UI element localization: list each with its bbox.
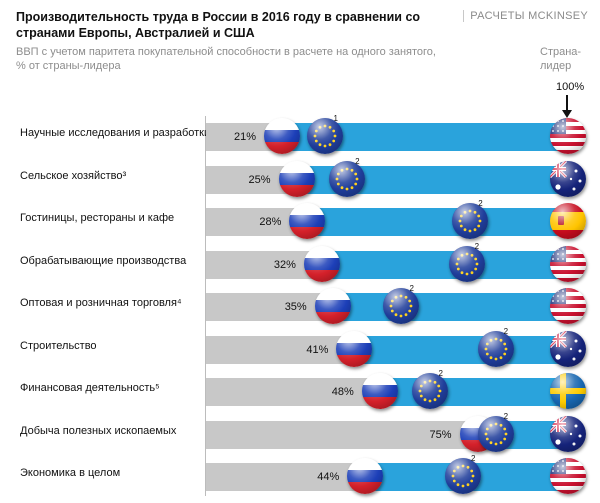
spain-flag-icon [550, 203, 586, 239]
category-label: Обрабатывающие производства [20, 254, 187, 267]
russia-value-label: 21% [234, 131, 257, 143]
eu-footnote-label: 2 [478, 199, 483, 208]
russia-flag-icon [303, 245, 340, 282]
eu-flag-icon [477, 330, 514, 367]
russia-value-label: 48% [331, 386, 354, 398]
australia-flag-icon [550, 330, 586, 367]
eu-flag-icon [452, 203, 489, 239]
source-label: РАСЧЕТЫ MCKINSEY [463, 10, 588, 22]
chart-subtitle: ВВП с учетом паритета покупательной спос… [16, 46, 436, 72]
axis-baseline [205, 116, 206, 496]
russia-bar [206, 378, 380, 406]
category-label: Экономика в целом [20, 467, 121, 479]
leader-value-label: 100% [556, 81, 585, 93]
chart-row: Сельское хозяйство³ 25% 2 [0, 157, 600, 201]
eu-footnote-label: 2 [474, 241, 480, 251]
russia-value-label: 28% [259, 216, 282, 228]
sweden-flag-icon [550, 373, 586, 409]
gap-bar [307, 208, 568, 236]
russia-value-label: 32% [273, 258, 296, 271]
eu-flag-icon [412, 373, 449, 409]
russia-flag-icon [264, 118, 301, 154]
russia-bar [206, 250, 322, 279]
chart-title: Производительность труда в России в 2016… [16, 10, 421, 40]
australia-flag-icon [550, 415, 586, 452]
russia-bar [206, 463, 366, 491]
eu-flag-icon [383, 288, 420, 324]
eu-footnote-label: 2 [438, 369, 443, 378]
usa-flag-icon [550, 118, 586, 154]
russia-bar [206, 293, 333, 321]
eu-footnote-label: 2 [355, 156, 360, 166]
chart-row: Добыча полезных ископаемых 75% 2 [0, 412, 600, 456]
russia-flag-icon [336, 330, 373, 367]
eu-flag-icon [445, 458, 482, 494]
russia-value-label: 41% [306, 343, 329, 356]
eu-flag-icon [448, 245, 485, 282]
leader-column-label: Страна-лидер [540, 46, 582, 72]
category-label: Строительство [20, 339, 97, 352]
category-label: Гостиницы, рестораны и кафе [20, 212, 175, 224]
russia-flag-icon [361, 373, 398, 409]
gap-bar [321, 250, 568, 279]
gap-bar [379, 378, 568, 406]
gap-bar [332, 293, 568, 321]
russia-bar [206, 420, 478, 449]
chart-row: Экономика в целом 44% 2 [0, 454, 600, 498]
russia-flag-icon [289, 203, 326, 239]
russia-flag-icon [278, 160, 315, 197]
chart-row: Строительство 41% 2 [0, 327, 600, 371]
down-arrow-head-icon [562, 110, 572, 118]
chart-row: Обрабатывающие производства 32% 2 [0, 242, 600, 286]
russia-value-label: 44% [317, 471, 340, 483]
eu-footnote-label: 2 [503, 326, 509, 336]
gap-bar [354, 335, 568, 364]
category-label: Научные исследования и разработки [20, 127, 211, 139]
russia-value-label: 75% [429, 428, 452, 441]
usa-flag-icon [550, 288, 586, 324]
eu-footnote-label: 2 [409, 284, 414, 293]
eu-flag-icon [307, 118, 344, 154]
russia-value-label: 25% [248, 173, 271, 186]
category-label: Добыча полезных ископаемых [20, 424, 177, 437]
russia-flag-icon [347, 458, 384, 494]
chart-row: Гостиницы, рестораны и кафе 28% 2 [0, 199, 600, 243]
eu-footnote-label: 2 [503, 411, 509, 421]
eu-footnote-label: 1 [333, 114, 338, 123]
down-arrow-icon [566, 95, 568, 113]
chart-row: Финансовая деятельность⁵ 48% 2 [0, 369, 600, 413]
category-label: Сельское хозяйство³ [20, 169, 127, 182]
russia-value-label: 35% [284, 301, 307, 313]
eu-footnote-label: 2 [471, 454, 476, 463]
eu-flag-icon [329, 160, 366, 197]
russia-flag-icon [314, 288, 351, 324]
chart-row: Оптовая и розничная торговля⁴ 35% 2 [0, 284, 600, 328]
usa-flag-icon [550, 458, 586, 494]
australia-flag-icon [550, 160, 586, 197]
russia-bar [206, 335, 355, 364]
category-label: Оптовая и розничная торговля⁴ [20, 297, 182, 309]
chart-row: Научные исследования и разработки 21% 1 [0, 114, 600, 158]
usa-flag-icon [550, 245, 586, 282]
eu-flag-icon [477, 415, 514, 452]
category-label: Финансовая деятельность⁵ [20, 382, 160, 394]
